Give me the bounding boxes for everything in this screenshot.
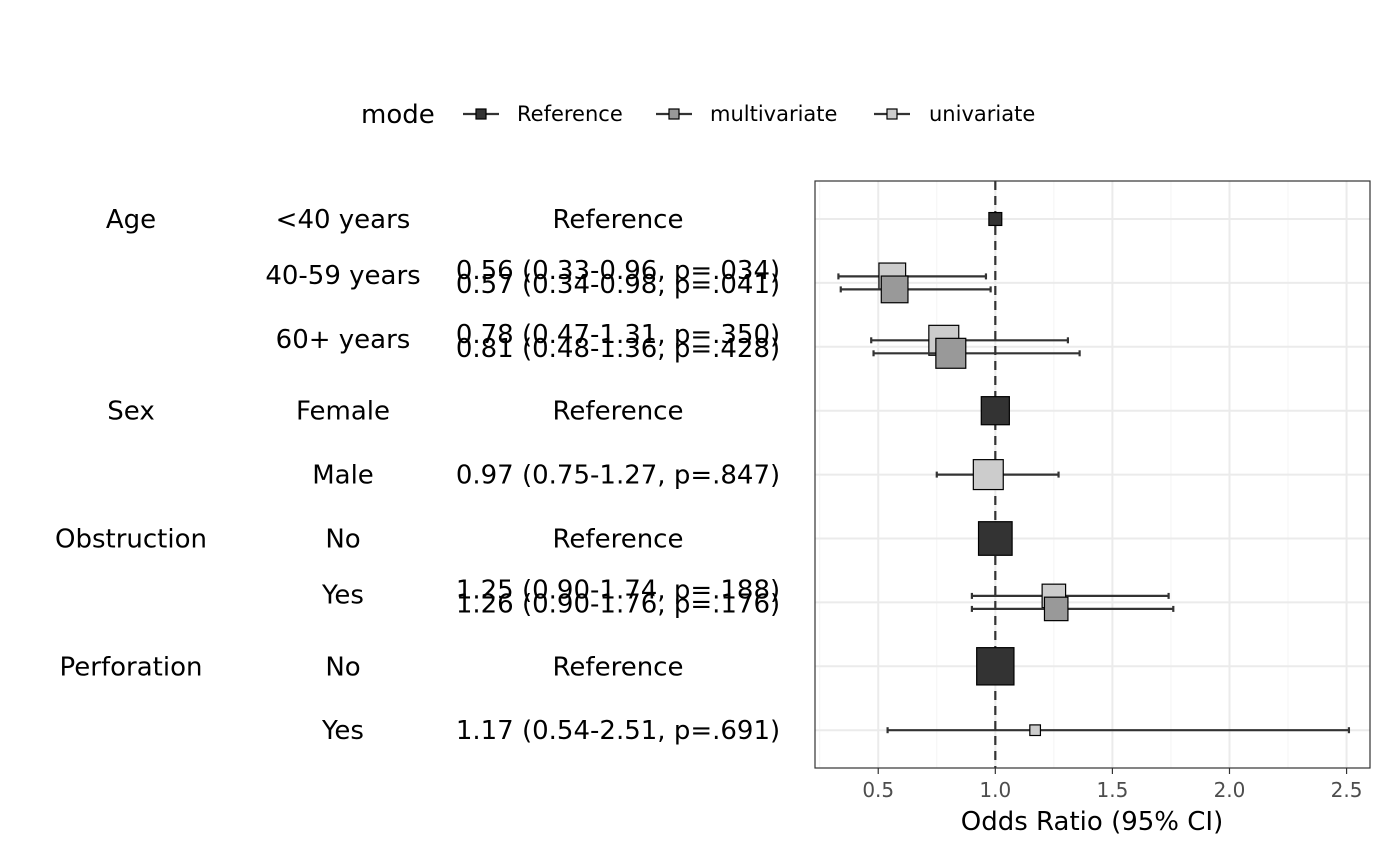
point-estimate bbox=[977, 521, 1013, 556]
estimate-reference bbox=[977, 521, 1013, 556]
estimate-text: Reference bbox=[553, 525, 684, 555]
x-tick-label: 2.0 bbox=[1214, 778, 1246, 802]
estimate-text: 0.81 (0.48-1.36, p=.428) bbox=[456, 334, 780, 364]
point-estimate bbox=[988, 211, 1003, 227]
estimate-reference bbox=[976, 647, 1015, 686]
estimate-marks bbox=[837, 211, 1351, 737]
legend-label: Reference bbox=[517, 102, 623, 126]
variable-label: Age bbox=[106, 205, 156, 235]
level-label: Male bbox=[312, 461, 374, 491]
point-estimate bbox=[980, 396, 1010, 426]
label-table: Age <40 years Reference 40-59 years 0.56 (0.… bbox=[55, 205, 780, 746]
variable-label: Obstruction bbox=[55, 525, 207, 555]
estimate-text: Reference bbox=[553, 397, 684, 427]
estimate-text: Reference bbox=[553, 205, 684, 235]
estimate-multivariate bbox=[970, 596, 1175, 622]
x-axis: 0.5 1.0 1.5 2.0 2.5 bbox=[862, 768, 1362, 802]
x-tick-label: 1.5 bbox=[1096, 778, 1128, 802]
point-estimate bbox=[880, 275, 909, 304]
point-estimate bbox=[935, 337, 967, 369]
legend-label: univariate bbox=[929, 102, 1035, 126]
estimate-univariate bbox=[935, 459, 1060, 491]
x-tick-label: 1.0 bbox=[979, 778, 1011, 802]
plot-panel bbox=[814, 180, 1371, 769]
estimate-text: 0.97 (0.75-1.27, p=.847) bbox=[456, 461, 780, 491]
x-axis-title: Odds Ratio (95% CI) bbox=[961, 807, 1223, 837]
level-label: <40 years bbox=[276, 205, 411, 235]
legend-key-reference: Reference bbox=[463, 102, 623, 126]
estimate-text: 0.56 (0.33-0.96, p=.034) bbox=[456, 256, 780, 286]
estimate-text: 0.78 (0.47-1.31, p=.350) bbox=[456, 320, 780, 350]
legend-key-univariate: univariate bbox=[874, 102, 1035, 126]
x-tick-label: 2.5 bbox=[1331, 778, 1363, 802]
estimate-text: 1.25 (0.90-1.74, p=.188) bbox=[456, 575, 780, 605]
level-label: 40-59 years bbox=[265, 261, 420, 291]
variable-label: Sex bbox=[107, 397, 154, 427]
point-estimate bbox=[1029, 724, 1042, 737]
estimate-text: 0.57 (0.34-0.98, p=.041) bbox=[456, 270, 780, 300]
variable-label: Perforation bbox=[60, 652, 203, 682]
legend-swatch bbox=[886, 108, 898, 120]
estimate-text: Reference bbox=[553, 652, 684, 682]
legend-label: multivariate bbox=[710, 102, 837, 126]
level-label: No bbox=[325, 525, 360, 555]
point-estimate bbox=[976, 647, 1015, 686]
legend-key-multivariate: multivariate bbox=[656, 102, 837, 126]
estimate-reference bbox=[980, 396, 1010, 426]
panel-border bbox=[814, 180, 1371, 769]
level-label: No bbox=[325, 652, 360, 682]
estimate-multivariate bbox=[872, 337, 1081, 369]
legend-title: mode bbox=[361, 100, 435, 130]
estimate-reference bbox=[988, 211, 1003, 227]
x-tick-label: 0.5 bbox=[862, 778, 894, 802]
level-label: Yes bbox=[321, 716, 364, 746]
point-estimate bbox=[972, 459, 1004, 491]
estimate-univariate bbox=[886, 724, 1351, 737]
estimate-multivariate bbox=[839, 275, 992, 304]
estimate-text: 1.17 (0.54-2.51, p=.691) bbox=[456, 716, 780, 746]
legend-swatch bbox=[668, 108, 680, 120]
level-label: Yes bbox=[321, 580, 364, 610]
level-label: Female bbox=[296, 397, 390, 427]
estimate-text: 1.26 (0.90-1.76, p=.176) bbox=[456, 589, 780, 619]
point-estimate bbox=[1043, 596, 1069, 622]
level-label: 60+ years bbox=[276, 325, 411, 355]
legend-swatch bbox=[475, 108, 487, 120]
legend: mode Reference multivariate univariate bbox=[361, 100, 1035, 130]
